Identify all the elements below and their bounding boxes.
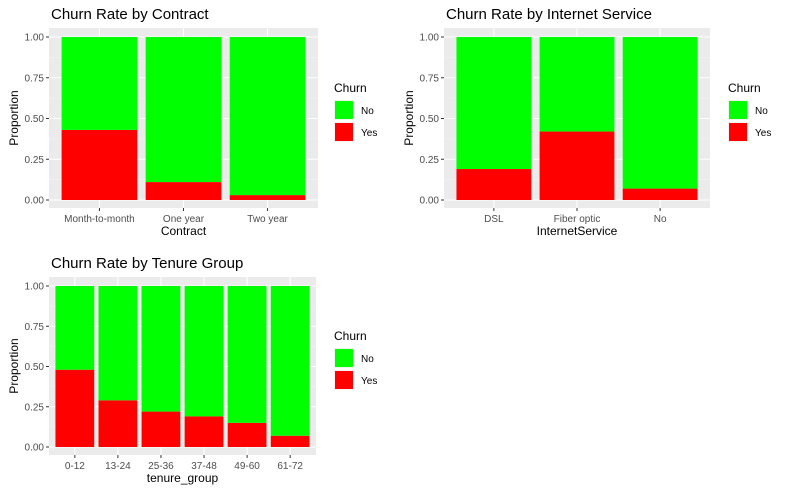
bar-no-2 bbox=[145, 37, 222, 183]
chart-title: Churn Rate by Internet Service bbox=[446, 6, 652, 23]
legend-label: No bbox=[755, 106, 768, 117]
bar-no-3 bbox=[622, 37, 698, 189]
bar-yes-4 bbox=[184, 416, 224, 447]
y-tick-label: 0.00 bbox=[25, 196, 45, 207]
bar-no-3 bbox=[141, 286, 181, 412]
chart-title: Churn Rate by Contract bbox=[51, 6, 209, 23]
legend-key-yes bbox=[335, 123, 353, 141]
y-tick-label: 0.75 bbox=[420, 73, 440, 84]
bar-no-2 bbox=[98, 286, 138, 401]
legend-title: Churn bbox=[728, 81, 761, 95]
bar-yes-3 bbox=[141, 411, 181, 447]
legend-label: Yes bbox=[755, 128, 771, 139]
x-tick-label: DSL bbox=[484, 214, 504, 225]
chart-panel-3: Churn Rate by Tenure Group 0.00 0.25 0.50 0.… bbox=[7, 255, 377, 485]
legend-title: Churn bbox=[334, 81, 367, 95]
legend: Churn No Yes bbox=[334, 81, 377, 142]
x-tick-label: 0-12 bbox=[65, 461, 85, 472]
y-axis-title: Proportion bbox=[7, 338, 21, 393]
bar-yes-1 bbox=[61, 129, 138, 200]
x-axis-title: Contract bbox=[161, 224, 207, 238]
y-tick-label: 1.00 bbox=[25, 282, 45, 293]
legend-label: Yes bbox=[361, 128, 377, 139]
x-tick-label: 37-48 bbox=[191, 461, 217, 472]
y-tick-label: 0.50 bbox=[25, 114, 45, 125]
y-tick-label: 0.25 bbox=[25, 155, 45, 166]
legend-key-yes bbox=[729, 123, 747, 141]
x-tick-label: 13-24 bbox=[105, 461, 131, 472]
y-tick-label: 1.00 bbox=[25, 33, 45, 44]
bar-no-6 bbox=[270, 286, 310, 436]
bar-yes-1 bbox=[456, 169, 532, 200]
x-tick-label: 25-36 bbox=[148, 461, 174, 472]
bar-yes-5 bbox=[227, 422, 267, 447]
bar-yes-3 bbox=[229, 195, 306, 200]
y-tick-label: 0.75 bbox=[25, 73, 45, 84]
legend-label: No bbox=[361, 106, 374, 117]
bar-no-1 bbox=[61, 37, 138, 130]
chart-panel-2: Churn Rate by Internet Service 0.00 0.25 0.… bbox=[402, 6, 771, 238]
legend-key-yes bbox=[335, 371, 353, 389]
chart-panel-1: Churn Rate by Contract 0.00 0.25 0.50 0.75 1.… bbox=[7, 6, 377, 238]
bar-yes-6 bbox=[270, 435, 310, 447]
x-axis-title: tenure_group bbox=[147, 471, 219, 485]
x-tick-label: 61-72 bbox=[277, 461, 303, 472]
bar-yes-2 bbox=[98, 400, 138, 447]
x-tick-label: Fiber optic bbox=[554, 214, 601, 225]
x-tick-label: Month-to-month bbox=[64, 214, 135, 225]
bar-yes-1 bbox=[55, 369, 95, 447]
y-tick-label: 1.00 bbox=[420, 33, 440, 44]
bar-no-5 bbox=[227, 286, 267, 423]
y-tick-label: 0.50 bbox=[420, 114, 440, 125]
legend: Churn No Yes bbox=[334, 329, 377, 390]
y-tick-label: 0.00 bbox=[420, 196, 440, 207]
bar-no-1 bbox=[456, 37, 532, 170]
bar-yes-2 bbox=[145, 182, 222, 200]
legend-title: Churn bbox=[334, 329, 367, 343]
legend-label: Yes bbox=[361, 376, 377, 387]
y-tick-label: 0.00 bbox=[25, 443, 45, 454]
x-tick-label: Two year bbox=[247, 214, 288, 225]
y-tick-label: 0.75 bbox=[25, 322, 45, 333]
chart-title: Churn Rate by Tenure Group bbox=[51, 255, 243, 272]
bar-no-3 bbox=[229, 37, 306, 196]
y-axis-title: Proportion bbox=[402, 90, 416, 145]
x-axis-title: InternetService bbox=[537, 224, 618, 238]
bar-no-1 bbox=[55, 286, 95, 370]
y-tick-label: 0.50 bbox=[25, 362, 45, 373]
y-axis-title: Proportion bbox=[7, 90, 21, 145]
legend-key-no bbox=[335, 101, 353, 119]
legend: Churn No Yes bbox=[728, 81, 771, 142]
bar-yes-2 bbox=[539, 131, 615, 200]
legend-label: No bbox=[361, 354, 374, 365]
y-tick-label: 0.25 bbox=[420, 155, 440, 166]
bar-yes-3 bbox=[622, 188, 698, 200]
y-tick-label: 0.25 bbox=[25, 402, 45, 413]
x-tick-label: 49-60 bbox=[234, 461, 260, 472]
legend-key-no bbox=[335, 349, 353, 367]
bar-no-2 bbox=[539, 37, 615, 132]
bar-no-4 bbox=[184, 286, 224, 417]
x-tick-label: No bbox=[654, 214, 667, 225]
x-tick-label: One year bbox=[163, 214, 205, 225]
legend-key-no bbox=[729, 101, 747, 119]
